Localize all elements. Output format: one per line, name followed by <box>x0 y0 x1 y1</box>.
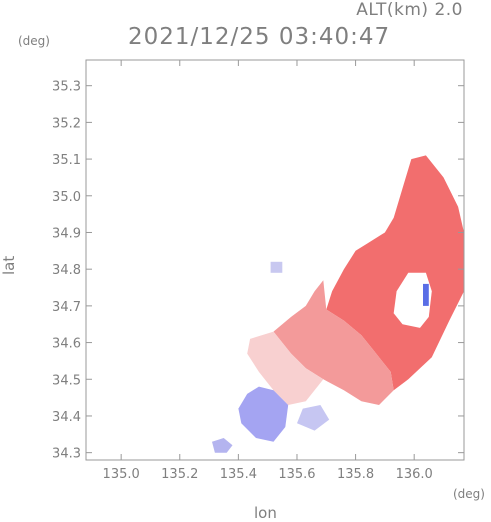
y-axis-ticks: 34.3 34.4 34.5 34.6 34.7 34.8 34.9 35.0 35.1 35.2… <box>52 80 464 462</box>
region-negative-spot-ne <box>423 283 429 306</box>
x-axis-label: lon <box>254 504 277 522</box>
y-tick-label: 35.3 <box>52 80 81 95</box>
y-tick-label: 35.1 <box>52 153 81 168</box>
region-light-positive <box>247 331 324 405</box>
x-axis-ticks: 135.0 135.2 135.4 135.6 135.8 136.0 <box>103 60 433 482</box>
x-axis-unit: (deg) <box>453 487 485 501</box>
y-tick-label: 34.6 <box>52 337 81 352</box>
y-tick-label: 35.2 <box>52 116 81 131</box>
region-hole-in-echo <box>393 272 432 328</box>
y-axis-unit: (deg) <box>18 34 50 48</box>
y-tick-label: 35.0 <box>52 190 81 205</box>
region-strong-positive <box>326 155 464 391</box>
y-tick-label: 34.5 <box>52 373 81 388</box>
echo-regions <box>212 155 464 453</box>
x-tick-label: 135.2 <box>161 467 198 482</box>
region-negative-east <box>297 405 330 431</box>
region-isolated-speck <box>270 261 283 273</box>
altitude-label: ALT(km) 2.0 <box>356 0 463 20</box>
y-tick-label: 34.9 <box>52 226 81 241</box>
x-tick-label: 135.0 <box>103 467 140 482</box>
x-tick-label: 136.0 <box>396 467 433 482</box>
region-negative-south <box>212 438 233 453</box>
x-tick-label: 135.6 <box>278 467 315 482</box>
region-negative-core <box>238 386 289 442</box>
x-tick-label: 135.8 <box>337 467 374 482</box>
scan-timestamp: 2021/12/25 03:40:47 <box>128 24 391 50</box>
y-tick-label: 34.8 <box>52 263 81 278</box>
y-tick-label: 34.3 <box>52 447 81 462</box>
x-tick-label: 135.4 <box>220 467 257 482</box>
plot-frame <box>85 59 465 461</box>
y-tick-label: 34.4 <box>52 410 81 425</box>
region-medium-positive <box>273 280 394 405</box>
y-tick-label: 34.7 <box>52 300 81 315</box>
